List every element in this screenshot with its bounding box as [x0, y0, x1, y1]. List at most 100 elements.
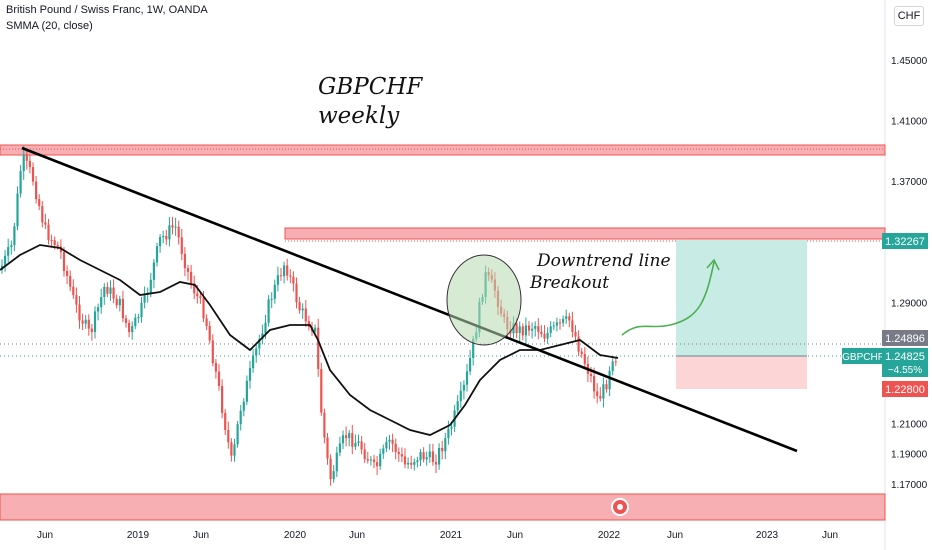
- candle-body: [410, 462, 413, 465]
- projection-arrow-head: [706, 258, 720, 271]
- resistance-zone[interactable]: [0, 144, 886, 156]
- candle-body: [546, 332, 549, 339]
- candle-body: [270, 298, 273, 300]
- candle-body: [292, 276, 295, 284]
- candle-body: [245, 380, 248, 402]
- candle-body: [521, 326, 524, 336]
- candle-body: [462, 384, 465, 391]
- candle-body: [261, 333, 264, 340]
- candle-body: [534, 326, 537, 329]
- candle-body: [459, 390, 462, 402]
- title-annotation-line1: GBPCHF: [318, 74, 423, 100]
- candle-body: [301, 308, 304, 311]
- candle-body: [543, 334, 546, 339]
- candle-body: [438, 448, 441, 465]
- indicator-legend[interactable]: SMMA (20, close): [6, 20, 93, 32]
- candle-body: [552, 325, 555, 327]
- candle-body: [87, 319, 90, 329]
- candle-body: [286, 265, 289, 276]
- breakout-annotation-line1: Downtrend line: [536, 251, 671, 271]
- candle-body: [394, 443, 397, 452]
- time-tick-label: 2020: [284, 530, 307, 541]
- candle-body: [450, 426, 453, 429]
- candle-body: [16, 193, 19, 227]
- candle-body: [326, 437, 329, 459]
- candle-body: [397, 451, 400, 455]
- candle-body: [267, 299, 270, 323]
- time-tick-label: 2019: [127, 530, 150, 541]
- candle-body: [565, 316, 568, 319]
- candle-body: [447, 428, 450, 439]
- candle-body: [47, 224, 50, 241]
- candle-body: [369, 459, 372, 461]
- breakout-ellipse: [446, 254, 522, 346]
- candle-body: [75, 295, 78, 305]
- candle-body: [31, 167, 35, 182]
- candle-body: [589, 373, 593, 377]
- candle-body: [580, 351, 583, 355]
- candle-body: [115, 298, 118, 306]
- target-zone-box[interactable]: [676, 240, 807, 356]
- title-annotation-line2: weekly: [318, 103, 400, 129]
- candle-body: [279, 275, 283, 277]
- candle-body: [583, 354, 586, 364]
- candle-body: [193, 283, 196, 294]
- candle-body: [10, 245, 13, 248]
- candle-body: [199, 296, 202, 298]
- time-tick-label: Jun: [349, 530, 365, 541]
- resistance-zone[interactable]: [0, 493, 886, 521]
- candle-body: [472, 338, 475, 359]
- stop-zone-box[interactable]: [676, 356, 807, 389]
- candle-body: [465, 371, 469, 385]
- candles-layer: [0, 145, 617, 486]
- candle-body: [345, 435, 348, 439]
- candle-body: [413, 461, 416, 465]
- candle-body: [338, 443, 341, 453]
- candle-body: [183, 253, 186, 269]
- candle-body: [283, 265, 286, 277]
- downtrend-line[interactable]: [21, 146, 798, 453]
- resistance-zone[interactable]: [284, 227, 886, 240]
- candle-body: [190, 271, 193, 284]
- candle-body: [264, 322, 267, 334]
- time-tick-label: Jun: [507, 530, 523, 541]
- candle-body: [444, 438, 447, 452]
- time-tick-label: Jun: [822, 530, 838, 541]
- candle-body: [174, 226, 177, 228]
- time-tick-label: Jun: [193, 530, 209, 541]
- candle-body: [295, 283, 298, 303]
- event-marker-icon[interactable]: [611, 498, 629, 516]
- candle-body: [366, 459, 369, 461]
- candle-body: [363, 449, 366, 460]
- candle-body: [385, 441, 388, 449]
- candle-body: [357, 441, 360, 443]
- candle-body: [56, 245, 59, 247]
- price-tag-level-text: 1.24896: [885, 333, 925, 345]
- candle-body: [152, 262, 155, 280]
- candle-body: [134, 317, 137, 327]
- candle-body: [382, 448, 385, 454]
- candle-body: [515, 323, 518, 334]
- candle-body: [155, 246, 159, 263]
- candle-body: [335, 452, 338, 472]
- candle-body: [221, 385, 224, 413]
- candle-body: [124, 318, 128, 323]
- candle-body: [469, 358, 472, 372]
- candle-body: [332, 471, 335, 480]
- candle-body: [227, 429, 230, 443]
- price-tag-target-text: 1.32267: [885, 236, 925, 248]
- candle-body: [419, 452, 422, 461]
- candle-body: [608, 371, 611, 390]
- candle-body: [28, 160, 31, 168]
- price-axis[interactable]: 1.450001.410001.370001.330001.290001.250…: [891, 56, 928, 491]
- candle-body: [314, 327, 317, 332]
- candle-body: [537, 326, 540, 332]
- candle-body: [605, 384, 608, 390]
- time-tick-label: Jun: [667, 530, 683, 541]
- candle-body: [100, 297, 103, 308]
- candle-body: [168, 225, 171, 240]
- candle-body: [97, 307, 100, 312]
- candle-body: [518, 326, 521, 334]
- currency-button[interactable]: CHF: [894, 6, 924, 26]
- time-axis[interactable]: Jun 2019 Jun 2020 Jun 2021 Jun 2022 Jun 2023 Jun: [37, 530, 838, 541]
